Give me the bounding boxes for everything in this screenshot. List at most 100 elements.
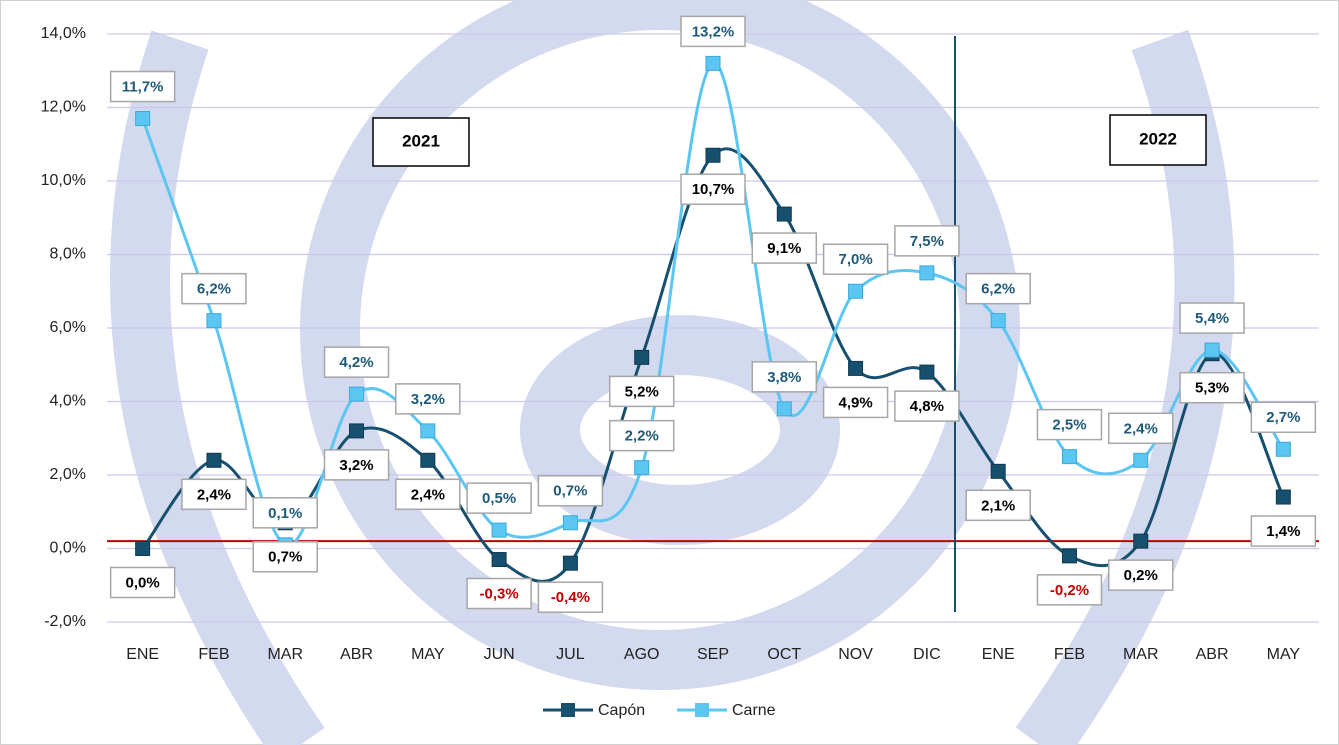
data-label: -0,3% [480,585,519,602]
label-box [1036,574,1103,606]
x-tick-label: MAY [411,646,445,663]
y-tick-label: -2,0% [44,613,86,630]
y-tick-label: 4,0% [50,393,86,410]
marker [919,265,935,281]
data-label: 10,7% [692,181,735,198]
marker [848,283,864,299]
label-box [965,489,1031,522]
label-box [751,232,818,264]
data-label: 0,2% [1124,567,1158,584]
label-box [537,581,604,613]
y-tick-label: 6,0% [50,319,86,336]
label-box [894,225,960,257]
label-box [252,497,318,529]
x-tick-label: OCT [767,646,801,663]
marker [1133,533,1149,549]
data-label: 0,0% [126,574,160,591]
label-box [608,375,675,408]
label-box [680,15,746,48]
data-label: 2,1% [981,497,1015,514]
data-label: 0,7% [553,483,587,500]
marker [135,541,151,556]
x-tick-label: MAR [1123,646,1159,663]
label-box [395,383,461,415]
label-box [466,482,532,514]
y-tick-label: 8,0% [50,246,86,263]
marker [776,401,792,417]
marker [634,349,650,365]
legend-label: Capón [598,702,645,719]
label-box [109,70,176,103]
label-box [323,449,390,481]
marker [562,555,578,571]
x-tick-label: FEB [1054,646,1085,663]
label-box [1250,401,1317,434]
x-tick-label: ENE [126,646,159,663]
x-tick-label: ABR [1196,646,1229,663]
data-label: 13,2% [692,23,735,40]
marker [1133,452,1149,468]
data-label: 2,4% [1124,420,1158,437]
y-tick-label: 12,0% [41,99,86,116]
annotation: 2022 [1139,129,1177,148]
annotation-box [1109,114,1207,166]
data-label: 2,5% [1052,417,1086,434]
marker [420,423,436,439]
label-box [181,478,247,511]
data-label: 9,1% [767,240,801,257]
legend-marker [561,703,575,717]
marker [1275,441,1291,457]
x-tick-label: FEB [198,646,229,663]
marker [634,460,650,476]
x-tick-label: MAR [267,646,303,663]
label-box [109,566,176,599]
marker [491,522,507,538]
label-box [466,577,532,610]
marker [349,386,365,402]
grid: -2,0% 0,0% 2,0% 4,0% 6,0% 8,0% 10,0% 12,0% 14,0%… [41,25,1319,663]
marker [491,552,507,568]
data-label: 4,2% [339,354,373,371]
marker [1275,489,1291,505]
label-box [608,419,675,452]
marker [349,423,365,439]
data-label: 6,2% [981,281,1015,298]
data-label: 3,8% [767,369,801,386]
x-tick-label: ENE [982,646,1015,663]
label-box [680,173,746,206]
data-label: 1,4% [1266,523,1300,540]
marker [1204,342,1220,358]
annotation: 2021 [402,131,440,150]
marker [990,463,1006,479]
label-box [1179,302,1245,334]
data-label: 5,2% [625,383,659,400]
plot: 0,0% 2,4% 0,7% 3,2% 2,4% -0,3% -0,4% 5,2% 10,7% 9… [109,15,1317,613]
label-box [1250,515,1317,547]
data-label: 0,7% [268,549,302,566]
y-tick-label: 14,0% [41,25,86,42]
label-box [1036,408,1103,441]
x-tick-label: DIC [913,646,941,663]
data-label: 2,4% [411,486,445,503]
x-tick-label: JUL [556,646,585,663]
marker [562,515,578,531]
label-box [252,541,318,573]
x-tick-label: NOV [838,646,873,663]
data-label: 5,3% [1195,380,1229,397]
marker [990,313,1006,329]
label-box [537,475,604,507]
marker [206,313,222,329]
data-label: 2,2% [625,428,659,445]
legend-marker [695,703,709,717]
label-box [1179,371,1245,404]
data-label: 0,5% [482,490,516,507]
data-label: 3,2% [411,391,445,408]
data-label: 5,4% [1195,310,1229,327]
marker [848,360,864,376]
marker [206,452,222,468]
marker [705,147,721,163]
label-box [323,346,390,378]
x-tick-label: MAY [1267,646,1301,663]
